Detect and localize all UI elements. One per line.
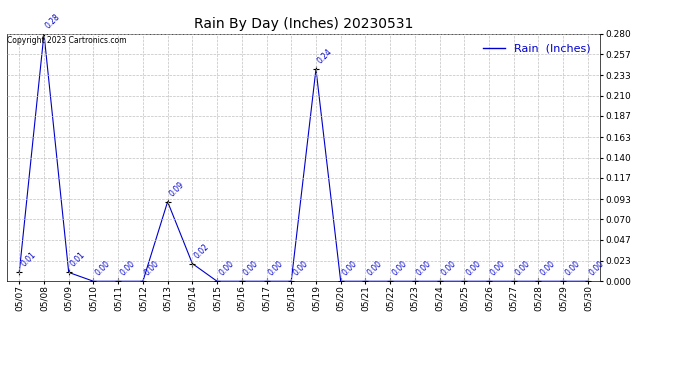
Text: 0.00: 0.00 (563, 260, 582, 278)
Text: 0.00: 0.00 (390, 260, 408, 278)
Text: 0.00: 0.00 (93, 260, 112, 278)
Text: 0.00: 0.00 (440, 260, 458, 278)
Text: 0.09: 0.09 (168, 180, 186, 198)
Legend: Rain  (Inches): Rain (Inches) (478, 39, 595, 58)
Text: 0.24: 0.24 (316, 47, 334, 66)
Text: 0.00: 0.00 (538, 260, 557, 278)
Text: Copyright 2023 Cartronics.com: Copyright 2023 Cartronics.com (8, 36, 127, 45)
Text: 0.00: 0.00 (366, 260, 384, 278)
Text: 0.00: 0.00 (217, 260, 235, 278)
Text: 0.00: 0.00 (489, 260, 507, 278)
Text: 0.00: 0.00 (415, 260, 433, 278)
Text: 0.00: 0.00 (464, 260, 483, 278)
Text: 0.00: 0.00 (588, 260, 607, 278)
Title: Rain By Day (Inches) 20230531: Rain By Day (Inches) 20230531 (194, 17, 413, 31)
Text: 0.02: 0.02 (193, 242, 210, 260)
Text: 0.00: 0.00 (341, 260, 359, 278)
Text: 0.00: 0.00 (291, 260, 310, 278)
Text: 0.00: 0.00 (266, 260, 285, 278)
Text: 0.00: 0.00 (118, 260, 137, 278)
Text: 0.01: 0.01 (19, 251, 37, 269)
Text: 0.00: 0.00 (143, 260, 161, 278)
Text: 0.01: 0.01 (69, 251, 87, 269)
Text: 0.00: 0.00 (241, 260, 260, 278)
Text: 0.28: 0.28 (44, 12, 62, 30)
Text: 0.00: 0.00 (514, 260, 532, 278)
